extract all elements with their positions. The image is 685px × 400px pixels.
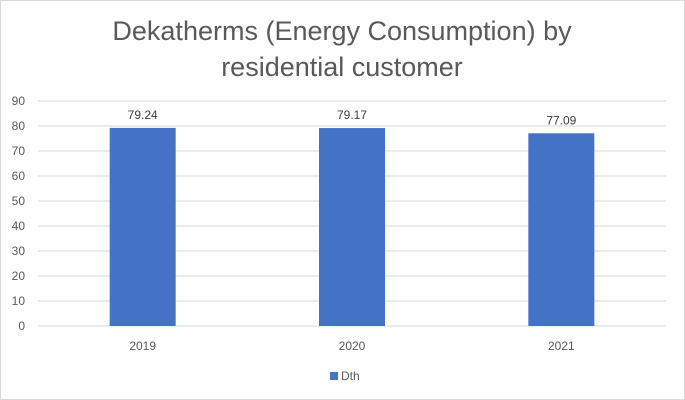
legend-swatch-dth bbox=[330, 372, 338, 380]
bar-2021 bbox=[528, 133, 595, 326]
bar-2020 bbox=[319, 128, 385, 326]
x-axis-ticks: 2019 2020 2021 bbox=[129, 339, 575, 353]
y-tick-label: 30 bbox=[12, 244, 26, 258]
chart-title-line-2: residential customer bbox=[221, 52, 463, 82]
y-tick-label: 20 bbox=[12, 269, 26, 283]
x-tick-label-2021: 2021 bbox=[548, 339, 575, 353]
legend: Dth bbox=[330, 369, 360, 383]
x-tick-label-2020: 2020 bbox=[339, 339, 366, 353]
y-tick-label: 70 bbox=[12, 144, 26, 158]
data-labels: 79.24 79.17 77.09 bbox=[128, 108, 577, 127]
bar-2019 bbox=[109, 127, 176, 327]
y-tick-label: 90 bbox=[12, 94, 26, 108]
y-axis-ticks: 0 10 20 30 40 50 60 70 80 90 bbox=[12, 94, 26, 333]
x-tick-label-2019: 2019 bbox=[129, 339, 156, 353]
y-tick-label: 0 bbox=[18, 319, 25, 333]
y-tick-label: 60 bbox=[12, 169, 26, 183]
chart-title-line-1: Dekatherms (Energy Consumption) by bbox=[112, 16, 572, 46]
y-tick-label: 10 bbox=[12, 294, 26, 308]
y-tick-label: 40 bbox=[12, 219, 26, 233]
data-label-2019: 79.24 bbox=[128, 108, 158, 122]
data-label-2021: 77.09 bbox=[546, 113, 576, 127]
y-tick-label: 50 bbox=[12, 194, 26, 208]
legend-label-dth: Dth bbox=[341, 369, 360, 383]
data-label-2020: 79.17 bbox=[337, 108, 367, 122]
y-tick-label: 80 bbox=[12, 119, 26, 133]
bars bbox=[109, 127, 595, 327]
